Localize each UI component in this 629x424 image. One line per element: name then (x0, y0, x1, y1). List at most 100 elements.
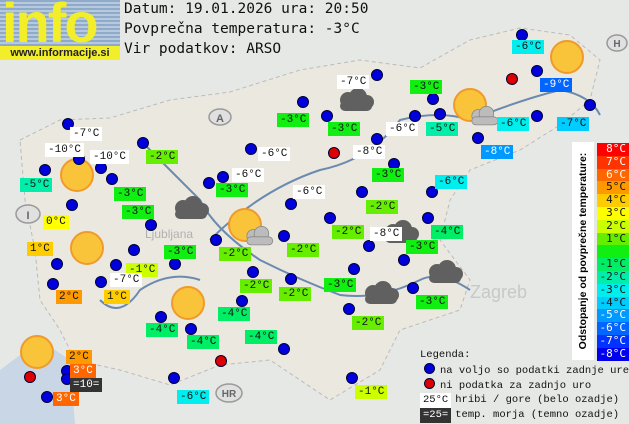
temperature-label: 2°C (66, 350, 92, 364)
scale-step: -3°C (597, 283, 629, 297)
temperature-label: 3°C (53, 392, 79, 406)
station-dot-available[interactable] (584, 99, 596, 111)
temperature-label: -4°C (431, 225, 464, 239)
temperature-label: -7°C (337, 75, 370, 89)
temperature-label: =10= (70, 378, 103, 392)
station-dot-missing[interactable] (215, 355, 227, 367)
temperature-label: -5°C (20, 178, 53, 192)
station-dot-available[interactable] (217, 171, 229, 183)
station-dot-available[interactable] (185, 323, 197, 335)
station-dot-available[interactable] (371, 133, 383, 145)
station-dot-available[interactable] (346, 372, 358, 384)
city-label-zagreb: Zagreb (470, 282, 527, 302)
temperature-label: -3°C (410, 80, 443, 94)
station-dot-available[interactable] (41, 391, 53, 403)
temperature-label: -3°C (216, 183, 249, 197)
scale-step: 6°C (597, 168, 629, 182)
station-dot-available[interactable] (145, 219, 157, 231)
temperature-label: -3°C (114, 187, 147, 201)
station-dot-available[interactable] (137, 137, 149, 149)
sun-icon (70, 231, 104, 265)
station-dot-available[interactable] (531, 65, 543, 77)
temperature-label: -2°C (352, 316, 385, 330)
temperature-label: -3°C (406, 240, 439, 254)
date-line: Datum: 19.01.2026 ura: 20:50 (124, 1, 369, 17)
temperature-label: -8°C (370, 227, 403, 241)
station-dot-available[interactable] (203, 177, 215, 189)
scale-step (597, 245, 629, 259)
station-dot-available[interactable] (363, 240, 375, 252)
temperature-label: -2°C (287, 243, 320, 257)
station-dot-available[interactable] (472, 132, 484, 144)
station-dot-available[interactable] (426, 186, 438, 198)
station-dot-available[interactable] (434, 108, 446, 120)
station-dot-available[interactable] (51, 258, 63, 270)
scale-step: -4°C (597, 296, 629, 310)
sea-sample: =25= (420, 408, 452, 423)
station-dot-available[interactable] (422, 212, 434, 224)
temperature-label: -6°C (293, 185, 326, 199)
station-dot-available[interactable] (348, 263, 360, 275)
scale-step: 3°C (597, 206, 629, 220)
station-dot-available[interactable] (39, 164, 51, 176)
scale-title: Odstopanje od povprečne temperature: (572, 142, 594, 360)
temperature-label: -3°C (277, 113, 310, 127)
temperature-label: -3°C (324, 278, 357, 292)
station-dot-available[interactable] (155, 311, 167, 323)
station-dot-available[interactable] (168, 372, 180, 384)
station-dot-available[interactable] (169, 258, 181, 270)
station-dot-available[interactable] (247, 266, 259, 278)
scale-step: -5°C (597, 309, 629, 323)
sun-icon (171, 286, 205, 320)
temperature-label: -4°C (146, 323, 179, 337)
station-dot-available[interactable] (106, 173, 118, 185)
cloud-icon (334, 88, 376, 112)
station-dot-missing[interactable] (328, 147, 340, 159)
station-dot-available[interactable] (95, 276, 107, 288)
station-dot-available[interactable] (398, 254, 410, 266)
station-dot-available[interactable] (66, 199, 78, 211)
legend: Legenda: na voljo so podatki zadnje ure … (420, 348, 629, 423)
station-dot-available[interactable] (47, 278, 59, 290)
station-dot-available[interactable] (356, 186, 368, 198)
scale-step: -1°C (597, 257, 629, 271)
temperature-label: -2°C (219, 247, 252, 261)
legend-sea: =25= temp. morja (temno ozadje) (420, 408, 629, 423)
station-dot-available[interactable] (236, 295, 248, 307)
station-dot-available[interactable] (407, 282, 419, 294)
station-dot-available[interactable] (278, 343, 290, 355)
station-dot-available[interactable] (210, 234, 222, 246)
station-dot-available[interactable] (285, 273, 297, 285)
station-dot-available[interactable] (278, 230, 290, 242)
station-dot-missing[interactable] (506, 73, 518, 85)
station-dot-available[interactable] (343, 303, 355, 315)
legend-available: na voljo so podatki zadnje ure (420, 363, 629, 378)
temperature-label: -6°C (435, 175, 468, 189)
station-dot-available[interactable] (371, 69, 383, 81)
country-label-hungary: H (613, 39, 620, 50)
logo-word: info (2, 0, 99, 54)
station-dot-available[interactable] (128, 244, 140, 256)
station-dot-available[interactable] (110, 259, 122, 271)
data-source-line: Vir podatkov: ARSO (124, 41, 282, 57)
temperature-label: -6°C (497, 117, 530, 131)
station-dot-available[interactable] (321, 110, 333, 122)
station-dot-available[interactable] (409, 110, 421, 122)
temperature-label: -6°C (512, 40, 545, 54)
logo-url[interactable]: www.informacije.si (0, 46, 120, 60)
station-dot-available[interactable] (531, 110, 543, 122)
scale-step: 5°C (597, 181, 629, 195)
temperature-label: -8°C (481, 145, 514, 159)
station-dot-available[interactable] (324, 212, 336, 224)
station-dot-available[interactable] (297, 96, 309, 108)
station-dot-available[interactable] (245, 143, 257, 155)
temperature-label: 1°C (27, 242, 53, 256)
temperature-label: -7°C (110, 273, 143, 287)
station-dot-missing[interactable] (24, 371, 36, 383)
station-dot-available[interactable] (285, 198, 297, 210)
city-label-ljubljana: Ljubljana (145, 227, 193, 241)
temperature-label: -2°C (332, 225, 365, 239)
legend-title: Legenda: (420, 349, 471, 361)
station-dot-available[interactable] (427, 93, 439, 105)
logo[interactable]: info www.informacije.si (0, 0, 120, 60)
